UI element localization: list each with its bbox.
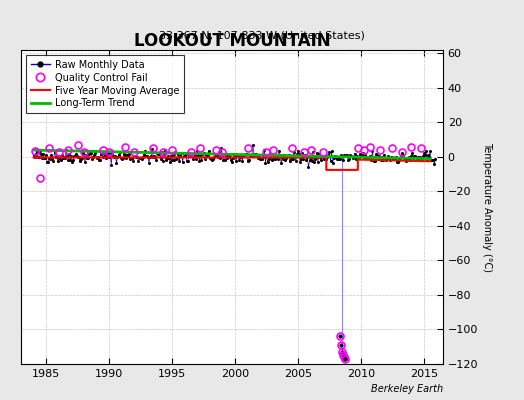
Y-axis label: Temperature Anomaly (°C): Temperature Anomaly (°C) xyxy=(482,142,492,272)
Text: 33.367 N, 107.833 W (United States): 33.367 N, 107.833 W (United States) xyxy=(159,30,365,40)
Title: LOOKOUT MOUNTAIN: LOOKOUT MOUNTAIN xyxy=(134,32,330,50)
Legend: Raw Monthly Data, Quality Control Fail, Five Year Moving Average, Long-Term Tren: Raw Monthly Data, Quality Control Fail, … xyxy=(26,55,184,113)
Text: Berkeley Earth: Berkeley Earth xyxy=(370,384,443,394)
